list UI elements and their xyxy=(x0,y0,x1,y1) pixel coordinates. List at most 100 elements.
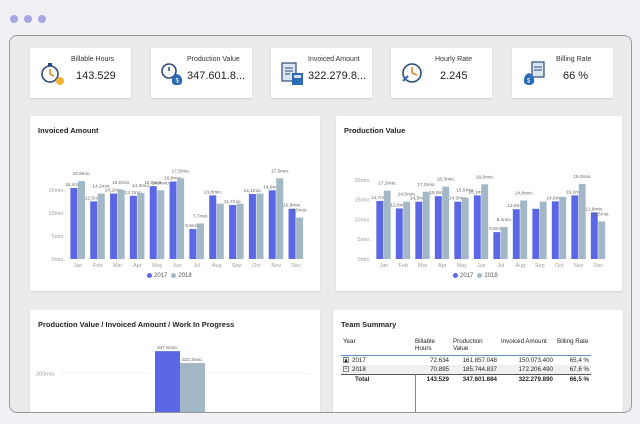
pv-ia-wip-chart: 200mio.300mio.347,6mio.322,3mio. xyxy=(36,345,310,412)
column-header-invoiced-amount[interactable]: Invoiced Amount xyxy=(501,338,547,345)
data-label: 8,1mio. xyxy=(497,217,513,223)
svg-text:$: $ xyxy=(176,79,180,85)
chart-title: Production Value / Invoiced Amount / Wor… xyxy=(38,320,235,329)
column-header-billing-rate[interactable]: Billing Rate xyxy=(557,338,589,345)
data-label: 14,7mio. xyxy=(371,195,389,201)
bar-2018-sep xyxy=(539,201,547,259)
kpi-production-value[interactable]: $ Production Value 347.601.8... xyxy=(151,48,252,98)
bar-2018-jan xyxy=(77,181,85,259)
table-header-row: Year Billable Hours Production Value Inv… xyxy=(341,338,591,356)
data-label: 18,9mio. xyxy=(476,174,494,180)
y-tick-label: 0mio. xyxy=(52,257,66,263)
bar-invoiced-amount xyxy=(180,363,205,412)
bar-2017-may xyxy=(149,186,157,259)
bar-2017-aug xyxy=(209,195,217,259)
expand-icon[interactable]: + xyxy=(343,357,349,364)
bar-production-value xyxy=(155,351,180,412)
row-year-cell: +2017 xyxy=(341,355,413,365)
production-value-chart-card: Production Value 0mio. 5mio. 10mio. 15mio. 2… xyxy=(336,116,622,291)
bar-2018-may xyxy=(461,197,469,259)
kpi-label: Invoiced Amount xyxy=(308,56,360,63)
column-header-billable-hours[interactable]: Billable Hours xyxy=(415,338,435,352)
data-label: 7,7mio. xyxy=(193,213,209,219)
rate-cell: 65,4 % xyxy=(555,355,591,365)
kpi-label: Billable Hours xyxy=(71,56,115,63)
y-tick-label: 10mio. xyxy=(48,211,65,217)
window-dot-minimize[interactable] xyxy=(24,15,32,23)
table-row[interactable]: +2018 70.895 185.744.837 172.206.490 67,… xyxy=(341,365,591,375)
invoiced-cell: 150.073.400 xyxy=(499,355,555,365)
chart-legend: 2017 2018 xyxy=(453,273,498,279)
total-label: Total xyxy=(341,374,413,384)
legend-item-2018[interactable]: 2018 xyxy=(171,273,192,279)
stopwatch-icon xyxy=(41,63,64,85)
x-tick-label: Mar xyxy=(418,263,428,269)
kpi-value: 143.529 xyxy=(76,70,116,82)
y-tick-label: 15mio. xyxy=(354,198,371,204)
production-cell: 185.744.837 xyxy=(451,365,499,375)
rate-clock-icon xyxy=(402,63,422,83)
x-tick-label: Jul xyxy=(497,263,504,269)
window-dot-close[interactable] xyxy=(10,15,18,23)
money-bag-timer-icon: $ xyxy=(161,63,183,85)
bar-2018-apr xyxy=(442,186,450,259)
bar-2017-jan xyxy=(70,187,78,259)
team-summary-card: Team Summary ▲ Year Billable Hours Produ… xyxy=(333,310,623,412)
data-label: 17,5mio. xyxy=(172,168,190,174)
data-label: 13,8mio. xyxy=(204,189,222,195)
legend-item-2017[interactable]: 2017 xyxy=(147,273,167,279)
table-row[interactable]: +2017 72.634 161.857.048 150.073.400 65,… xyxy=(341,355,591,365)
bar-2017-sep xyxy=(229,205,237,259)
data-label: 15,5mio. xyxy=(456,188,474,194)
kpi-billing-rate[interactable]: $ Billing Rate 66 % xyxy=(512,48,613,98)
chart-title: Invoiced Amount xyxy=(38,126,99,135)
kpi-value: 347.601.8... xyxy=(187,70,246,82)
bar-2018-apr xyxy=(137,193,145,259)
production-value-chart: 0mio. 5mio. 10mio. 15mio. 20mio. 14,7mio. 17,3… xyxy=(354,174,610,269)
kpi-invoiced-amount[interactable]: Invoiced Amount 322.279.8... xyxy=(271,48,372,98)
data-label: 16,1mio. xyxy=(468,189,486,195)
x-tick-label: Oct xyxy=(252,263,261,269)
bar-2017-jul xyxy=(493,232,501,259)
data-label: 347,6mio. xyxy=(157,345,178,351)
column-header-production-value[interactable]: Production Value xyxy=(453,338,483,352)
data-label: 9,0mio. xyxy=(292,208,308,214)
kpi-hourly-rate[interactable]: Hourly Rate 2.245 xyxy=(391,48,492,98)
chart-title: Production Value xyxy=(344,126,406,135)
table-title: Team Summary xyxy=(341,320,397,329)
legend-item-2018[interactable]: 2018 xyxy=(477,273,498,279)
data-label: 9,5mio. xyxy=(594,211,610,217)
data-label: 322,3mio. xyxy=(182,357,203,363)
data-label: 15,4mio. xyxy=(65,182,83,188)
bar-2017-apr xyxy=(434,196,442,259)
bar-2018-mar xyxy=(117,189,125,259)
bar-2017-apr xyxy=(129,195,137,259)
column-selection-marker xyxy=(415,374,416,412)
bar-2018-jul xyxy=(196,223,204,259)
kpi-billable-hours[interactable]: Billable Hours 143.529 xyxy=(30,48,131,98)
bar-2017-jul xyxy=(189,229,197,259)
bar-2018-oct xyxy=(559,196,567,259)
column-header-year[interactable]: Year xyxy=(343,338,356,345)
data-label: 17,0mio. xyxy=(417,182,435,188)
y-tick-label: 300mio. xyxy=(36,372,56,378)
bar-2017-feb xyxy=(90,201,98,259)
x-tick-label: Jan xyxy=(73,263,82,269)
kpi-value: 66 % xyxy=(563,70,589,82)
window-dot-maximize[interactable] xyxy=(38,15,46,23)
data-label: 14,5mio. xyxy=(398,192,416,198)
x-tick-label: Mar xyxy=(113,263,123,269)
x-tick-label: Sep xyxy=(232,263,242,269)
data-label: 14,2mio. xyxy=(92,184,110,190)
invoice-calculator-icon xyxy=(281,62,303,85)
bar-2017-nov xyxy=(571,195,579,259)
bar-2017-may xyxy=(454,201,462,259)
bar-2018-feb xyxy=(97,193,105,259)
bar-2017-aug xyxy=(512,209,520,259)
expand-icon[interactable]: + xyxy=(343,366,349,373)
row-year-cell: +2018 xyxy=(341,365,413,375)
data-label: 11,7mio. xyxy=(224,199,242,205)
legend-item-2017[interactable]: 2017 xyxy=(453,273,473,279)
kpi-value: 2.245 xyxy=(440,70,468,82)
x-tick-label: May xyxy=(457,263,468,269)
